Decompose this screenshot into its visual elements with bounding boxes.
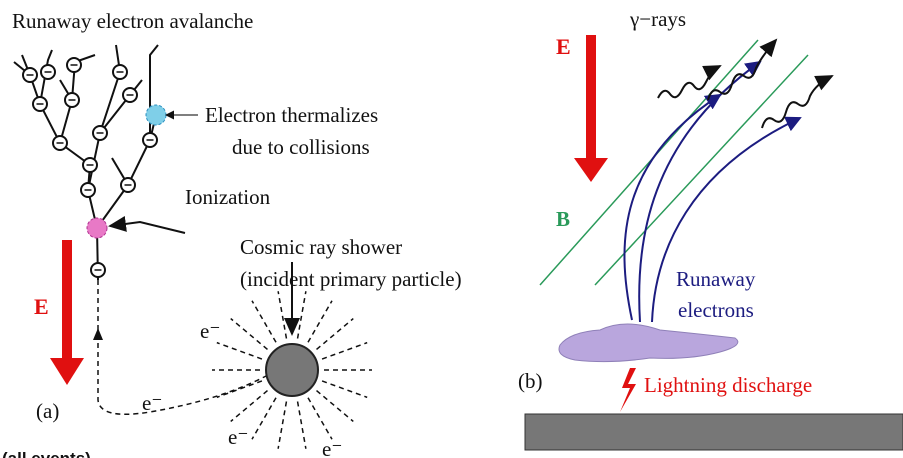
footer: (all events) — [2, 449, 91, 458]
ray — [231, 391, 268, 422]
primary-particle — [266, 344, 318, 396]
runaway-label: Runaway — [676, 267, 756, 291]
panel-label: (b) — [518, 369, 543, 393]
arrowhead — [93, 328, 103, 340]
avalanche-tree — [14, 45, 158, 280]
ray — [308, 301, 332, 343]
ray — [308, 398, 332, 440]
ray — [278, 291, 286, 338]
cosmic-label: Cosmic ray shower — [240, 235, 402, 259]
ground — [525, 414, 903, 450]
ray — [217, 381, 262, 397]
field-line — [595, 55, 808, 285]
ray — [322, 381, 367, 397]
ray — [252, 398, 276, 440]
field-arrow — [574, 158, 608, 182]
lightning-label: Lightning discharge — [644, 373, 812, 397]
cosmic-label: (incident primary particle) — [240, 267, 462, 291]
panel-a-title: Runaway electron avalanche — [12, 9, 253, 33]
ray — [231, 319, 268, 350]
electron-label: e⁻ — [228, 425, 248, 449]
magnetic-label: B — [556, 207, 570, 231]
field-arrow — [62, 240, 72, 360]
panel-label: (a) — [36, 399, 59, 423]
diagram: Runaway electron avalanche Electron ther… — [0, 0, 903, 458]
thermalized-electron — [146, 105, 166, 125]
field-label: E — [34, 294, 49, 319]
ray — [298, 291, 306, 338]
ray — [317, 319, 354, 350]
ray — [252, 301, 276, 343]
ionization-label: Ionization — [185, 185, 271, 209]
field-label: E — [556, 34, 571, 59]
primary-track — [98, 280, 266, 414]
ray — [278, 402, 286, 449]
ray — [298, 402, 306, 449]
field-line — [540, 40, 758, 285]
cloud — [559, 324, 738, 362]
pointer — [110, 222, 185, 233]
thermalize-label: Electron thermalizes — [205, 103, 378, 127]
ray — [317, 391, 354, 422]
ionization-point — [87, 218, 107, 238]
electron-label: e⁻ — [322, 437, 342, 458]
ray — [322, 343, 367, 359]
field-arrow — [586, 35, 596, 160]
electron-label: e⁻ — [200, 319, 220, 343]
gamma-label: γ−rays — [629, 7, 686, 31]
thermalize-label: due to collisions — [232, 135, 370, 159]
branch — [100, 80, 142, 133]
ray — [217, 343, 262, 359]
lightning-bolt — [620, 368, 636, 412]
electron-label: e⁻ — [142, 391, 162, 415]
field-arrow — [50, 358, 84, 385]
gamma-rays — [658, 40, 832, 128]
runaway-label: electrons — [678, 298, 754, 322]
